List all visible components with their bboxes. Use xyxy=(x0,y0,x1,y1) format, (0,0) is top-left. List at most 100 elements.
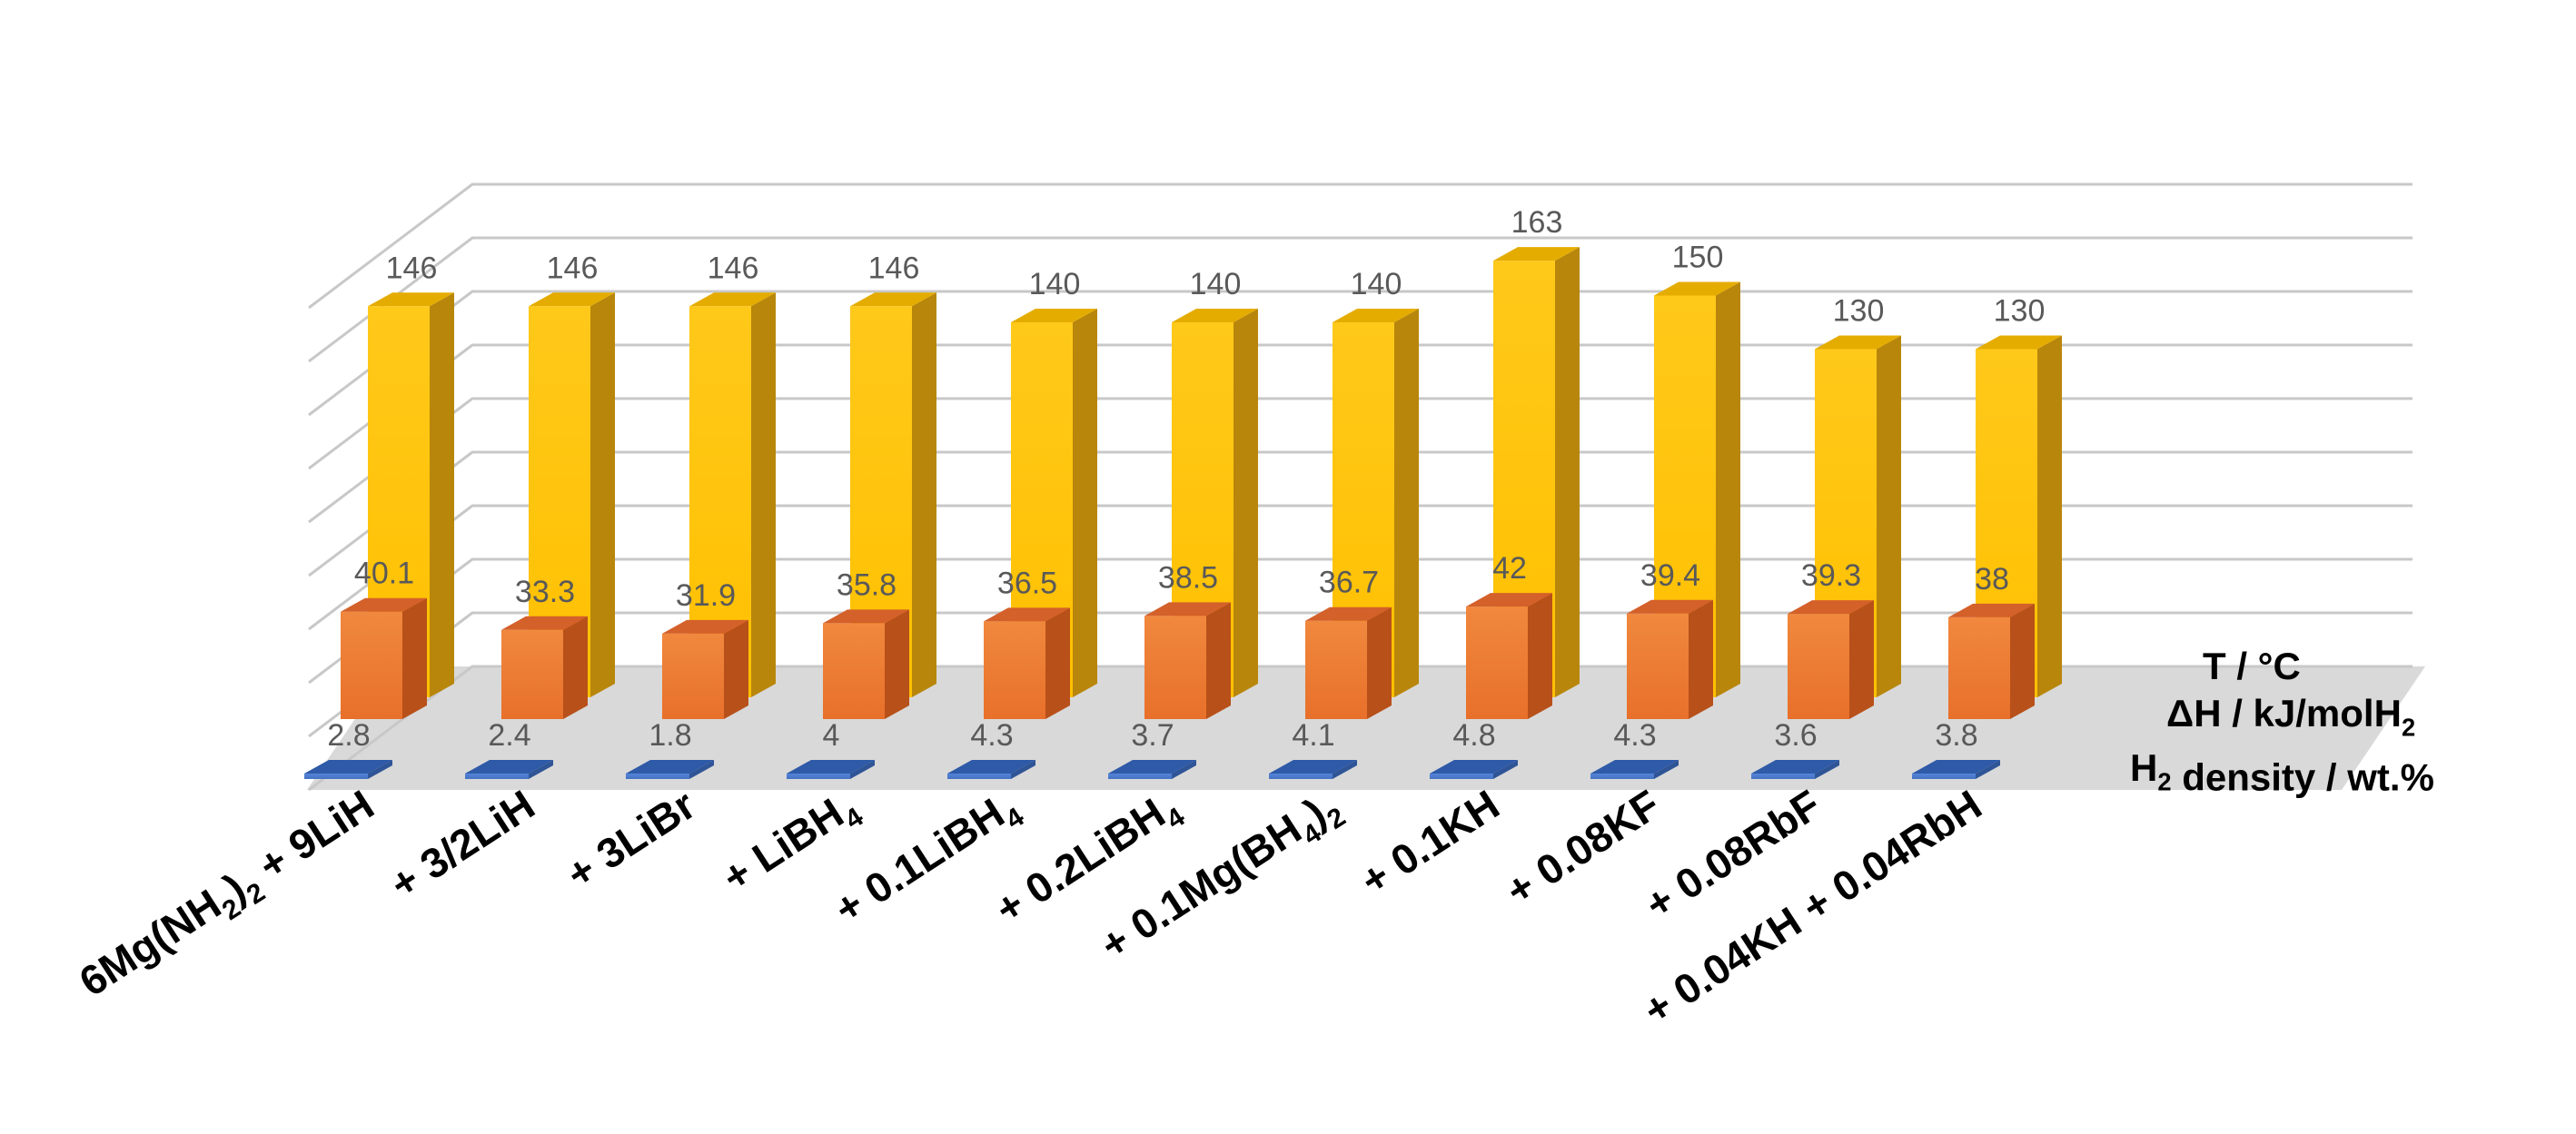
bar-enthalpy-front xyxy=(1466,606,1528,719)
bar-temperature-top xyxy=(1815,335,1901,350)
data-label-temperature: 146 xyxy=(708,251,759,285)
data-label-enthalpy: 40.1 xyxy=(354,557,414,591)
bar-temperature-side xyxy=(1877,335,1901,697)
bar-enthalpy-top xyxy=(1948,603,2035,617)
bar-temperature-top xyxy=(368,292,454,307)
data-label-enthalpy: 36.7 xyxy=(1319,566,1379,600)
bar-h2-density-side xyxy=(1976,760,2000,779)
bar-enthalpy-top xyxy=(1627,599,1713,614)
bar-temperature-top xyxy=(529,292,615,307)
data-label-enthalpy: 36.5 xyxy=(997,566,1057,600)
bar-temperature-side xyxy=(2037,335,2062,697)
bar-h2-density-front xyxy=(1269,774,1333,779)
data-label-temperature: 140 xyxy=(1351,267,1402,301)
bar-enthalpy-top xyxy=(341,597,427,612)
bar-h2-density-front xyxy=(304,774,368,779)
bar-h2-density-front xyxy=(465,774,529,779)
data-label-h2-density: 4.1 xyxy=(1292,718,1334,753)
bar-enthalpy-top xyxy=(1305,606,1392,621)
data-label-h2-density: 1.8 xyxy=(649,718,691,753)
bar-h2-density-front xyxy=(947,774,1011,779)
category-label: + 0.1KH xyxy=(1352,781,1508,904)
bar-h2-density xyxy=(1108,760,1196,779)
bar-temperature-side xyxy=(1555,247,1580,697)
bar-temperature-top xyxy=(1654,281,1740,296)
data-label-enthalpy: 42 xyxy=(1492,551,1527,586)
bar-temperature-side xyxy=(1394,309,1419,697)
bar-enthalpy xyxy=(823,609,909,719)
bar-temperature-side xyxy=(1716,281,1740,697)
bar-h2-density-top xyxy=(1590,760,1679,774)
bar-h2-density-front xyxy=(1912,774,1976,779)
bar-h2-density-front xyxy=(1430,774,1493,779)
gridlines xyxy=(308,182,2413,792)
series-label-enthalpy: ΔH / kJ/molH2 xyxy=(2166,692,2415,742)
gridline xyxy=(308,290,2413,417)
bar-h2-density-top xyxy=(1269,760,1357,774)
bar-enthalpy-side xyxy=(1528,593,1552,719)
bar-enthalpy-top xyxy=(501,616,588,630)
bar-enthalpy-side xyxy=(2010,603,2035,719)
data-label-enthalpy: 33.3 xyxy=(515,575,575,609)
bar-enthalpy xyxy=(1144,602,1231,719)
bar-h2-density-side xyxy=(1172,760,1196,779)
bar-enthalpy xyxy=(1466,593,1552,719)
bar-enthalpy xyxy=(1788,600,1874,719)
series-enthalpy: 40.1 33.3 31.9 35.8 36.5 38.5 36.7 42 39.4 39.3 38 xyxy=(354,551,2009,613)
bar-enthalpy-top xyxy=(662,619,748,634)
series-h2-density: 2.8 2.4 1.8 4 4.3 3.7 4.1 4.8 4.3 3.6 3.8 xyxy=(327,718,1977,753)
data-label-h2-density: 2.4 xyxy=(488,718,530,753)
data-label-temperature: 146 xyxy=(547,251,599,285)
bar-h2-density-side xyxy=(1654,760,1679,779)
bar-enthalpy-side xyxy=(563,616,588,719)
bar-enthalpy xyxy=(984,607,1070,719)
data-label-enthalpy: 31.9 xyxy=(676,578,736,613)
bar-h2-density xyxy=(1590,760,1679,779)
series-label-temperature: T / °C xyxy=(2203,645,2301,687)
data-label-h2-density: 3.8 xyxy=(1935,718,1977,753)
data-label-temperature: 130 xyxy=(1994,294,2046,329)
gridline xyxy=(308,343,2413,470)
bar-h2-density xyxy=(465,760,553,779)
data-label-temperature: 140 xyxy=(1190,267,1242,301)
bar-enthalpy-side xyxy=(1206,602,1231,719)
bar-h2-density-side xyxy=(850,760,875,779)
bar-enthalpy-side xyxy=(1849,600,1874,719)
bar-enthalpy-front xyxy=(662,633,724,719)
bar-h2-density-top xyxy=(465,760,553,774)
data-label-enthalpy: 39.3 xyxy=(1801,558,1861,593)
data-label-h2-density: 4 xyxy=(823,718,840,753)
bar-enthalpy-top xyxy=(1466,593,1552,607)
category-label: + 3LiBr xyxy=(558,781,703,898)
bar-h2-density-side xyxy=(1493,760,1518,779)
bar-h2-density xyxy=(1269,760,1357,779)
bar-enthalpy-side xyxy=(724,619,748,719)
data-label-enthalpy: 38 xyxy=(1975,562,2009,597)
bar-h2-density-front xyxy=(1751,774,1815,779)
bar-enthalpy xyxy=(1627,599,1713,719)
bar-h2-density-front xyxy=(626,774,689,779)
series-label-h2-density: H2 density / wt.% xyxy=(2130,746,2434,799)
bar-h2-density xyxy=(1912,760,2000,779)
bar-enthalpy-front xyxy=(1948,616,2010,719)
bar-enthalpy xyxy=(1948,603,2035,719)
bar-enthalpy xyxy=(341,597,427,719)
bar-h2-density-side xyxy=(1333,760,1357,779)
bar-enthalpy-front xyxy=(341,611,402,719)
series-temperature: 146 146 146 146 140 140 140 163 150 130 130 xyxy=(386,205,2046,328)
bar-h2-density-front xyxy=(787,774,850,779)
data-label-temperature: 140 xyxy=(1029,267,1081,301)
bar-h2-density xyxy=(304,760,392,779)
category-label: 6Mg(NH2​)2​ + 9LiH xyxy=(71,781,386,1012)
bar-enthalpy-front xyxy=(1627,613,1689,719)
category-label: + 3/2LiH xyxy=(381,781,542,908)
bar-enthalpy-front xyxy=(501,629,563,719)
data-label-h2-density: 4.3 xyxy=(1613,718,1656,753)
bar-enthalpy-side xyxy=(1367,606,1392,719)
bar-temperature-side xyxy=(590,292,615,697)
bar-h2-density-top xyxy=(947,760,1035,774)
data-label-temperature: 146 xyxy=(868,251,920,285)
bar-enthalpy-front xyxy=(1144,616,1206,719)
gridline xyxy=(308,450,2413,577)
